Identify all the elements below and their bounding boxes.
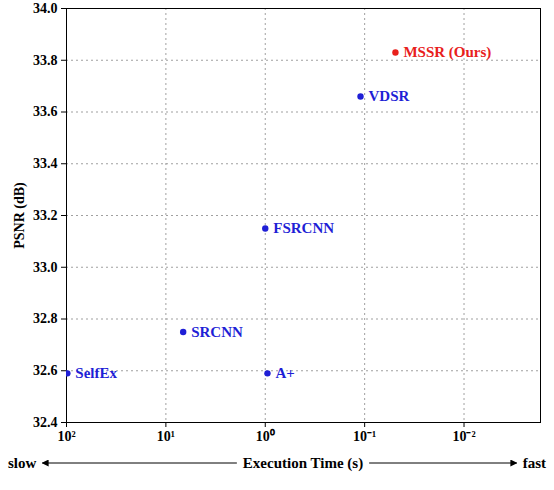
svg-text:A+: A+ bbox=[275, 365, 294, 381]
svg-text:33.0: 33.0 bbox=[33, 260, 58, 275]
svg-text:33.6: 33.6 bbox=[33, 104, 58, 119]
svg-text:10²: 10² bbox=[57, 429, 75, 444]
svg-text:SRCNN: SRCNN bbox=[191, 324, 243, 340]
svg-text:slow: slow bbox=[8, 455, 37, 471]
svg-text:FSRCNN: FSRCNN bbox=[273, 220, 334, 236]
svg-text:VDSR: VDSR bbox=[369, 88, 410, 104]
svg-text:33.4: 33.4 bbox=[33, 156, 58, 171]
svg-text:SelfEx: SelfEx bbox=[75, 365, 117, 381]
svg-text:PSNR (dB): PSNR (dB) bbox=[12, 182, 28, 249]
svg-text:10¹: 10¹ bbox=[157, 429, 175, 444]
svg-text:32.4: 32.4 bbox=[33, 415, 58, 430]
svg-text:32.6: 32.6 bbox=[33, 363, 58, 378]
svg-text:33.2: 33.2 bbox=[33, 208, 58, 223]
svg-text:10⁻²: 10⁻² bbox=[452, 429, 475, 444]
svg-text:33.8: 33.8 bbox=[33, 53, 58, 68]
svg-text:10⁰: 10⁰ bbox=[256, 428, 275, 444]
svg-text:MSSR (Ours): MSSR (Ours) bbox=[403, 44, 491, 61]
svg-text:34.0: 34.0 bbox=[33, 1, 58, 16]
svg-text:10⁻¹: 10⁻¹ bbox=[353, 429, 376, 444]
svg-text:Execution Time (s): Execution Time (s) bbox=[243, 455, 363, 472]
svg-text:fast: fast bbox=[523, 455, 546, 471]
svg-text:32.8: 32.8 bbox=[33, 311, 58, 326]
